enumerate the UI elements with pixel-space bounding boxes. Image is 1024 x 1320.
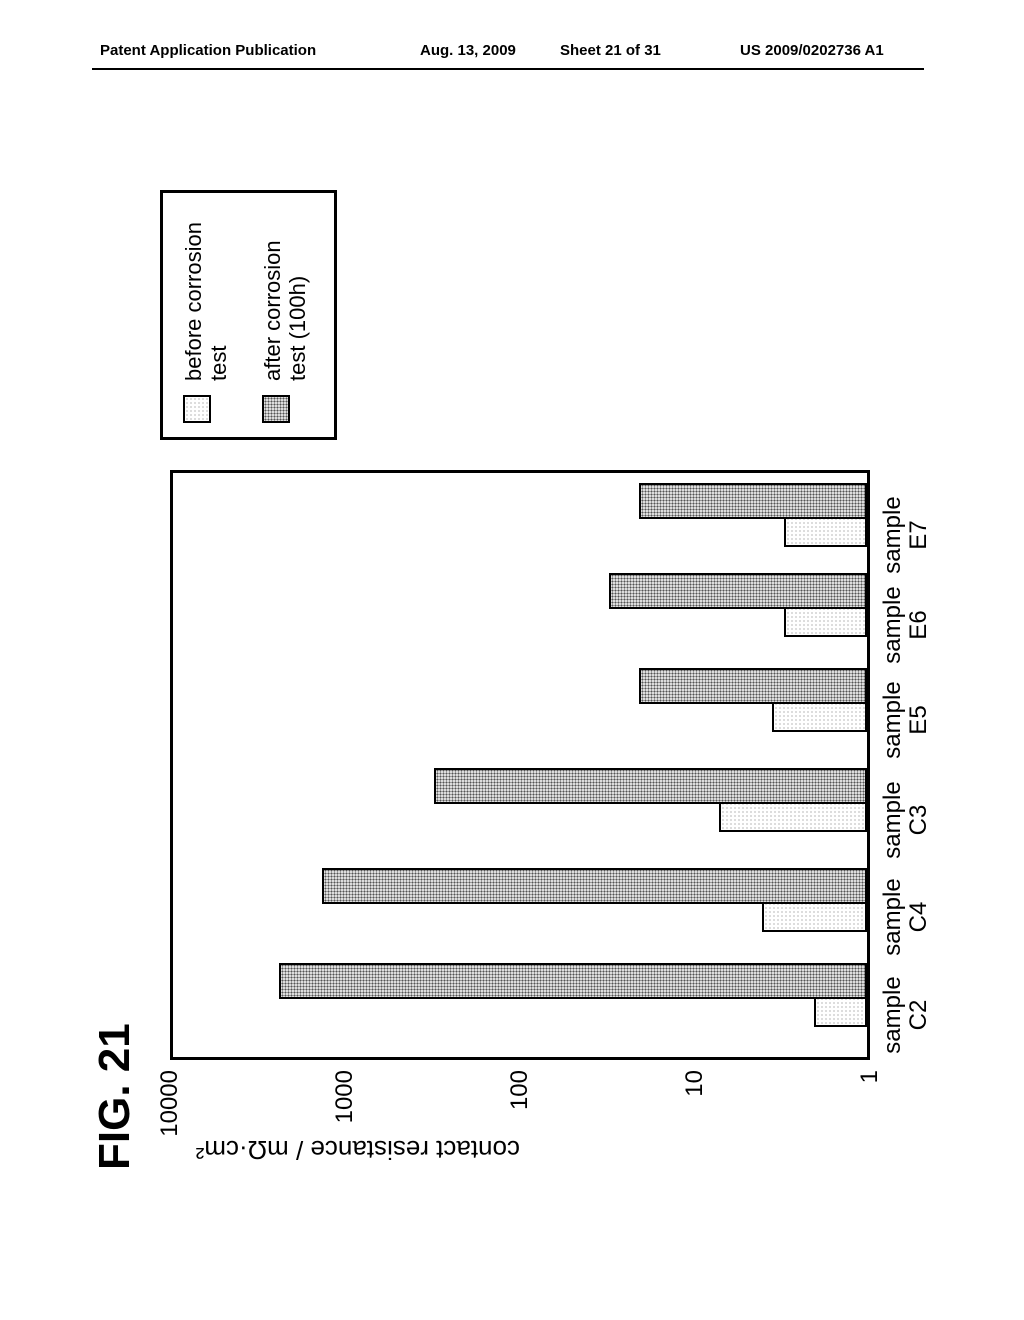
xtick-label-line1: sample — [880, 670, 906, 770]
xtick-label-line1: sample — [880, 485, 906, 585]
xtick-label-line2: E6 — [906, 575, 932, 675]
chart-plot — [170, 470, 870, 1060]
ytick-label: 1000 — [331, 1070, 359, 1210]
xtick-label: sampleE7 — [880, 485, 933, 585]
legend-text-before: before corrosion test — [181, 207, 232, 381]
xtick-label-line2: C2 — [906, 965, 932, 1065]
legend-text-after: after corrosion test (100h) — [260, 207, 311, 381]
figure-title: FIG. 21 — [90, 1023, 140, 1170]
bar-after — [279, 963, 867, 999]
xtick-label-line2: E5 — [906, 670, 932, 770]
header-rule — [92, 68, 924, 70]
bar-after — [639, 668, 867, 704]
xtick-label: sampleE5 — [880, 670, 933, 770]
bar-after — [639, 483, 867, 519]
legend-row: after corrosion test (100h) — [260, 207, 311, 423]
xtick-label: sampleE6 — [880, 575, 933, 675]
ytick-label: 10000 — [156, 1070, 184, 1210]
bar-before — [719, 800, 867, 832]
ytick-label: 1 — [856, 1070, 884, 1210]
bar-before — [772, 700, 867, 732]
pub-label: Patent Application Publication — [100, 42, 316, 59]
bar-before — [814, 995, 867, 1027]
figure-rotated: FIG. 21 contact resistance / mΩ·cm² befo… — [80, 150, 940, 1210]
legend-swatch-before — [183, 395, 211, 423]
xtick-label-line1: sample — [880, 867, 906, 967]
xtick-label-line2: E7 — [906, 485, 932, 585]
xtick-label: sampleC4 — [880, 867, 933, 967]
xtick-label-line2: C4 — [906, 867, 932, 967]
pub-number: US 2009/0202736 A1 — [740, 42, 884, 59]
xtick-label-line2: C3 — [906, 770, 932, 870]
bar-after — [434, 768, 867, 804]
ytick-label: 100 — [506, 1070, 534, 1210]
bar-after — [322, 868, 867, 904]
sheet-num: Sheet 21 of 31 — [560, 42, 661, 59]
xtick-label: sampleC3 — [880, 770, 933, 870]
legend-row: before corrosion test — [181, 207, 232, 423]
figure-stage: FIG. 21 contact resistance / mΩ·cm² befo… — [80, 150, 940, 1210]
pub-date: Aug. 13, 2009 — [420, 42, 516, 59]
legend: before corrosion test after corrosion te… — [160, 190, 337, 440]
xtick-label-line1: sample — [880, 575, 906, 675]
ytick-label: 10 — [681, 1070, 709, 1210]
bar-after — [609, 573, 867, 609]
xtick-label: sampleC2 — [880, 965, 933, 1065]
bar-before — [784, 605, 867, 637]
bar-before — [762, 900, 867, 932]
bar-before — [784, 515, 867, 547]
xtick-label-line1: sample — [880, 965, 906, 1065]
xtick-label-line1: sample — [880, 770, 906, 870]
legend-swatch-after — [262, 395, 290, 423]
